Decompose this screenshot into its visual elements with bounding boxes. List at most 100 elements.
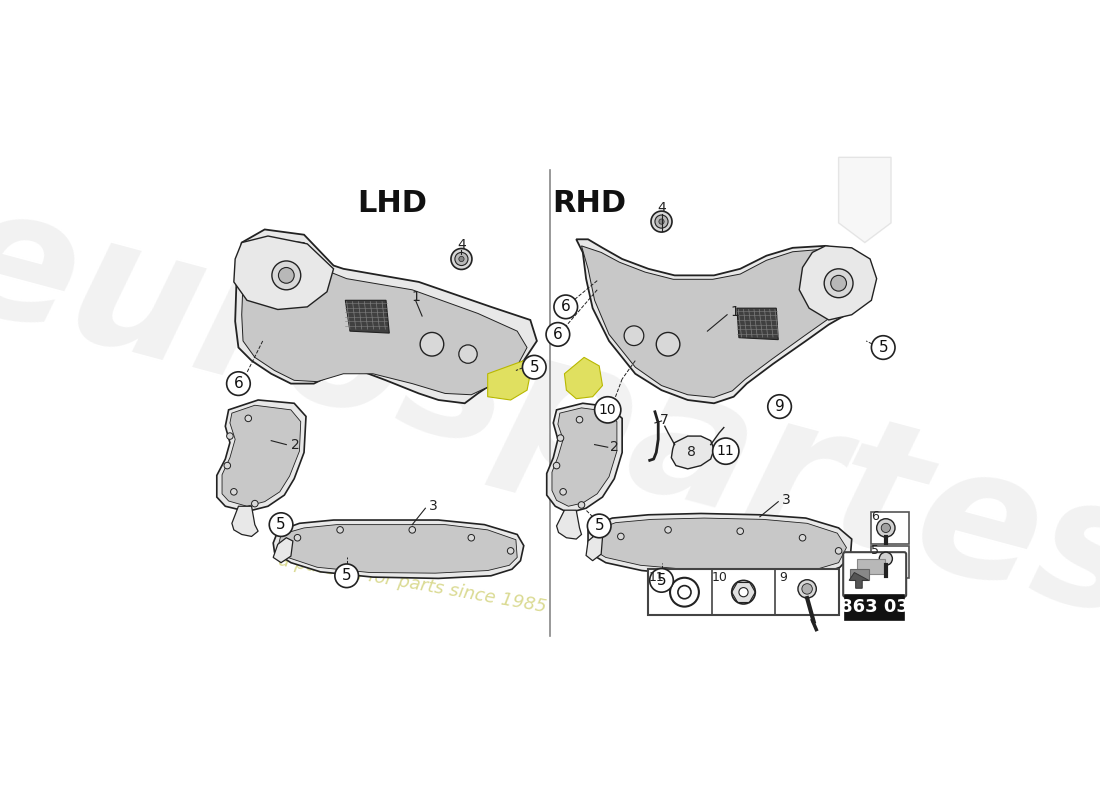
Text: 11: 11 <box>648 570 664 583</box>
Polygon shape <box>586 534 603 561</box>
Text: 3: 3 <box>429 499 438 514</box>
Circle shape <box>824 269 852 298</box>
Polygon shape <box>273 520 524 578</box>
Polygon shape <box>345 300 389 333</box>
Circle shape <box>459 345 477 363</box>
Text: 2: 2 <box>610 440 619 454</box>
Circle shape <box>798 580 816 598</box>
Circle shape <box>409 526 416 533</box>
Circle shape <box>459 256 464 262</box>
Polygon shape <box>671 436 714 469</box>
FancyBboxPatch shape <box>844 552 906 597</box>
Circle shape <box>739 587 748 597</box>
Polygon shape <box>552 408 617 506</box>
Text: a passion for parts since 1985: a passion for parts since 1985 <box>277 551 548 616</box>
Circle shape <box>732 580 756 604</box>
Circle shape <box>595 397 620 423</box>
Polygon shape <box>242 239 527 394</box>
Circle shape <box>737 528 744 534</box>
Circle shape <box>678 586 691 598</box>
Text: 10: 10 <box>712 570 727 583</box>
Circle shape <box>507 547 514 554</box>
Polygon shape <box>217 400 306 511</box>
Text: 5: 5 <box>879 340 888 355</box>
Text: 1: 1 <box>411 290 420 304</box>
Circle shape <box>420 333 443 356</box>
Circle shape <box>337 526 343 533</box>
Polygon shape <box>588 514 851 577</box>
Text: 2: 2 <box>290 438 299 452</box>
Polygon shape <box>557 510 582 539</box>
Polygon shape <box>800 246 877 320</box>
Circle shape <box>802 584 813 594</box>
Text: 11: 11 <box>717 444 735 458</box>
Text: 6: 6 <box>871 510 879 523</box>
Circle shape <box>576 416 583 423</box>
Circle shape <box>231 489 238 495</box>
Polygon shape <box>849 573 869 588</box>
Text: 5: 5 <box>529 360 539 374</box>
Circle shape <box>881 523 890 533</box>
Circle shape <box>650 569 673 592</box>
Circle shape <box>245 415 252 422</box>
Polygon shape <box>234 236 333 310</box>
Text: 6: 6 <box>561 299 571 314</box>
FancyBboxPatch shape <box>648 570 838 615</box>
Circle shape <box>560 489 566 495</box>
Circle shape <box>334 564 359 587</box>
Circle shape <box>546 322 570 346</box>
Circle shape <box>554 295 578 318</box>
Circle shape <box>670 578 698 606</box>
Text: 6: 6 <box>553 327 563 342</box>
Polygon shape <box>593 518 847 572</box>
Circle shape <box>654 215 668 228</box>
Circle shape <box>624 326 644 346</box>
Text: RHD: RHD <box>552 189 626 218</box>
Circle shape <box>227 433 233 439</box>
FancyBboxPatch shape <box>857 559 884 574</box>
Polygon shape <box>235 230 537 403</box>
Text: LHD: LHD <box>358 189 428 218</box>
Text: 8: 8 <box>686 446 695 459</box>
FancyBboxPatch shape <box>845 595 904 620</box>
Text: 1: 1 <box>730 305 739 319</box>
Circle shape <box>617 533 624 540</box>
Polygon shape <box>547 403 623 513</box>
Circle shape <box>835 547 842 554</box>
Circle shape <box>224 462 231 469</box>
Circle shape <box>278 267 294 283</box>
Circle shape <box>768 394 791 418</box>
Circle shape <box>877 518 895 537</box>
Text: 863 03: 863 03 <box>840 598 909 616</box>
Circle shape <box>553 462 560 469</box>
Polygon shape <box>273 538 293 562</box>
FancyBboxPatch shape <box>871 511 910 544</box>
Circle shape <box>657 333 680 356</box>
Polygon shape <box>487 361 530 400</box>
Polygon shape <box>564 358 603 398</box>
Circle shape <box>659 219 664 224</box>
Circle shape <box>227 372 250 395</box>
Text: 7: 7 <box>660 413 669 426</box>
Circle shape <box>558 434 564 442</box>
FancyBboxPatch shape <box>871 546 910 578</box>
Circle shape <box>587 514 610 538</box>
Polygon shape <box>222 406 300 506</box>
Circle shape <box>468 534 474 541</box>
Text: 10: 10 <box>598 403 616 417</box>
Circle shape <box>579 502 585 508</box>
Text: 5: 5 <box>276 517 286 532</box>
Circle shape <box>651 211 672 232</box>
Text: eurospartes: eurospartes <box>0 170 1100 657</box>
Text: 5: 5 <box>342 568 352 583</box>
Text: 5: 5 <box>657 573 667 588</box>
Text: 5: 5 <box>594 518 604 534</box>
Circle shape <box>451 249 472 270</box>
Circle shape <box>455 253 468 266</box>
Circle shape <box>270 513 293 537</box>
Circle shape <box>713 438 739 464</box>
Text: 4: 4 <box>458 238 465 251</box>
Circle shape <box>522 355 546 379</box>
Text: 4: 4 <box>657 202 665 215</box>
Text: 6: 6 <box>233 376 243 391</box>
